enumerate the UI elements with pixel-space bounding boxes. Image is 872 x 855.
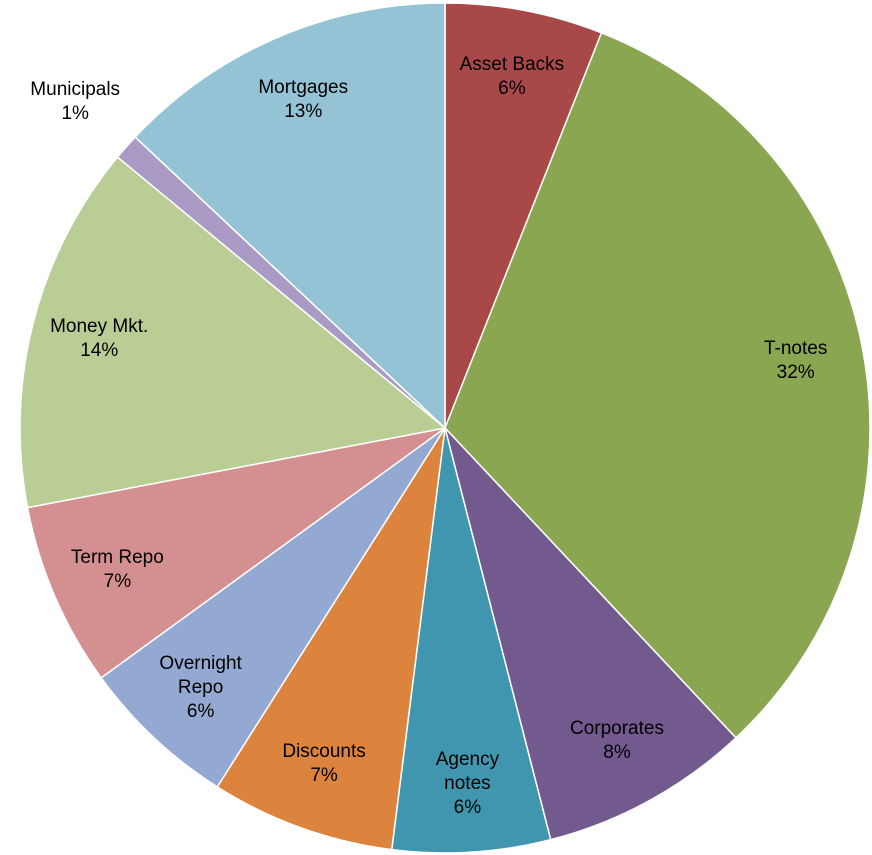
slice-label: Mortgages 13% xyxy=(233,76,373,124)
slice xyxy=(19,156,447,509)
slice-label: Term Repo 7% xyxy=(47,546,187,594)
slice-label: Overnight Repo 6% xyxy=(156,652,246,724)
slice-label: Money Mkt. 14% xyxy=(29,315,169,363)
category-label: Money Mkt. xyxy=(50,316,149,338)
value-label: 1% xyxy=(61,102,89,124)
slice-label: Agency notes 6% xyxy=(422,748,512,820)
value-label: 6% xyxy=(453,797,482,819)
slice xyxy=(100,427,446,788)
slice-label: Corporates 8% xyxy=(547,717,687,765)
value-label: 32% xyxy=(776,362,815,384)
slice-label: Municipals 1% xyxy=(5,78,145,126)
slice xyxy=(444,2,603,429)
category-label: Discounts xyxy=(282,740,366,762)
category-label: Municipals xyxy=(30,78,121,100)
category-label: T-notes xyxy=(763,338,828,360)
value-label: 6% xyxy=(186,701,215,723)
value-label: 14% xyxy=(80,340,119,362)
slice xyxy=(216,427,446,851)
slice-label: T-notes 32% xyxy=(726,337,866,385)
category-label: Mortgages xyxy=(258,77,349,99)
value-label: 13% xyxy=(284,101,323,123)
slice xyxy=(390,427,552,854)
slice xyxy=(444,427,737,841)
value-label: 7% xyxy=(310,764,338,786)
category-label: Asset Backs xyxy=(459,54,565,76)
slice-label: Asset Backs 6% xyxy=(442,53,582,101)
category-label: Corporates xyxy=(569,717,664,739)
value-label: 7% xyxy=(103,570,132,592)
slice xyxy=(444,31,871,739)
category-label: Overnight Repo xyxy=(159,653,242,699)
value-label: 8% xyxy=(603,741,631,763)
slice xyxy=(26,427,446,679)
value-label: 6% xyxy=(498,78,526,100)
category-label: Agency notes xyxy=(435,749,500,795)
slice-label: Discounts 7% xyxy=(254,740,394,788)
slice xyxy=(134,2,446,430)
category-label: Term Repo xyxy=(70,546,164,568)
